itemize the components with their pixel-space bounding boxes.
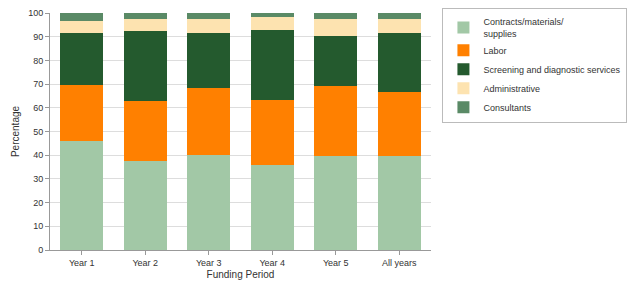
svg-text:Consultants: Consultants bbox=[483, 103, 531, 113]
svg-text:Funding Period: Funding Period bbox=[207, 269, 275, 280]
svg-text:Percentage: Percentage bbox=[10, 105, 21, 157]
svg-text:10: 10 bbox=[33, 221, 43, 231]
svg-text:100: 100 bbox=[28, 8, 43, 18]
svg-text:90: 90 bbox=[33, 32, 43, 42]
svg-text:80: 80 bbox=[33, 56, 43, 66]
svg-text:Administrative: Administrative bbox=[483, 84, 540, 94]
svg-text:Labor: Labor bbox=[483, 46, 506, 56]
svg-text:Year 5: Year 5 bbox=[323, 258, 349, 268]
svg-text:Screening and diagnostic servi: Screening and diagnostic services bbox=[483, 65, 620, 75]
svg-text:Year 3: Year 3 bbox=[196, 258, 222, 268]
svg-text:Year 2: Year 2 bbox=[132, 258, 158, 268]
svg-text:0: 0 bbox=[38, 245, 43, 255]
svg-text:70: 70 bbox=[33, 79, 43, 89]
svg-text:60: 60 bbox=[33, 103, 43, 113]
svg-text:30: 30 bbox=[33, 174, 43, 184]
svg-text:Year 1: Year 1 bbox=[69, 258, 95, 268]
svg-text:Year 4: Year 4 bbox=[259, 258, 285, 268]
svg-text:20: 20 bbox=[33, 198, 43, 208]
svg-text:All years: All years bbox=[382, 258, 417, 268]
svg-text:50: 50 bbox=[33, 127, 43, 137]
svg-text:40: 40 bbox=[33, 150, 43, 160]
svg-text:Contracts/materials/supplies: Contracts/materials/supplies bbox=[483, 17, 564, 39]
